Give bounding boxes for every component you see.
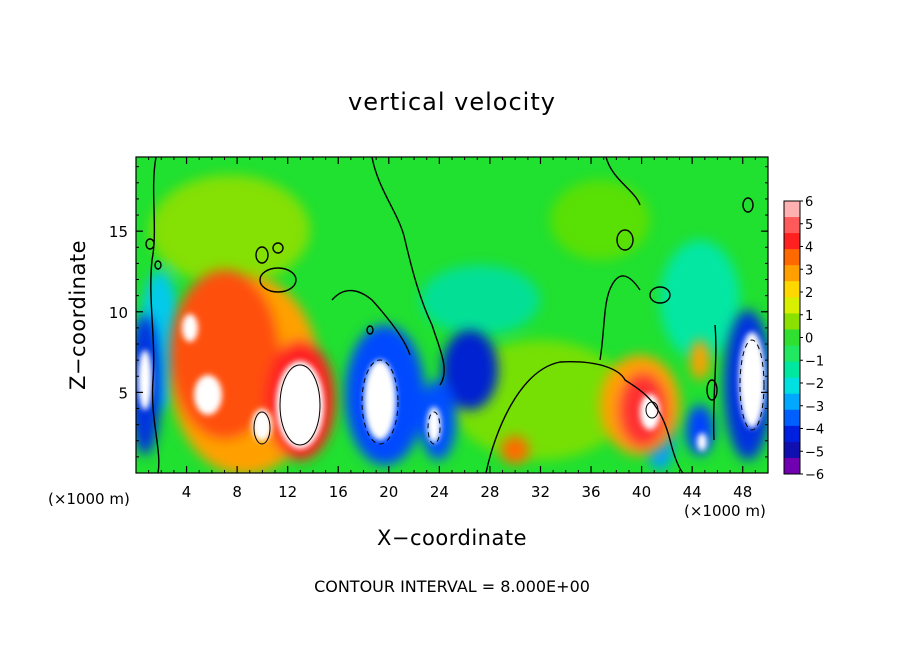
colorbar-label: −6 xyxy=(805,468,824,483)
x-tick-label: 8 xyxy=(232,483,242,501)
x-unit-label-left: (×1000 m) xyxy=(48,490,130,508)
x-tick-label: 16 xyxy=(329,483,348,501)
colorbar-swatch xyxy=(784,425,800,443)
x-tick-label: 12 xyxy=(278,483,297,501)
colorbar-label: −2 xyxy=(805,377,824,392)
positive-contour xyxy=(645,401,659,419)
x-tick-label: 44 xyxy=(683,483,702,501)
colorbar-swatch xyxy=(784,217,800,234)
colorbar-swatch xyxy=(784,457,800,475)
colorbar-swatch xyxy=(784,409,800,427)
colorbar-label: 5 xyxy=(805,218,813,233)
x-tick-label: 48 xyxy=(733,483,752,501)
colorbar-label: −4 xyxy=(805,423,824,438)
x-tick-label: 40 xyxy=(632,483,651,501)
colorbar-label: 2 xyxy=(805,286,813,301)
colorbar-swatch xyxy=(784,265,800,282)
x-tick-label: 4 xyxy=(182,483,192,501)
x-tick-label: 28 xyxy=(480,483,499,501)
x-tick-label: 32 xyxy=(531,483,550,501)
positive-contour xyxy=(279,364,321,446)
x-unit-label-right: (×1000 m) xyxy=(684,502,766,520)
colorbar-swatch xyxy=(784,345,800,363)
colorbar-label: −3 xyxy=(805,400,824,415)
x-axis-label: X−coordinate xyxy=(377,526,527,550)
positive-contour xyxy=(253,411,271,445)
colorbar-swatch xyxy=(784,361,800,379)
chart-title: vertical velocity xyxy=(348,88,556,116)
y-tick-label: 15 xyxy=(109,223,128,241)
negative-contour xyxy=(361,359,399,445)
colorbar-swatch xyxy=(784,281,800,298)
colorbar-swatch xyxy=(784,441,800,459)
colorbar-label: −1 xyxy=(805,354,824,369)
colorbar-swatch xyxy=(784,393,800,411)
colorbar-label: 3 xyxy=(805,263,813,278)
x-tick-label: 24 xyxy=(430,483,449,501)
contour-lines xyxy=(145,157,754,473)
y-axis-label: Z−coordinate xyxy=(66,240,90,390)
colorbar-label: −5 xyxy=(805,445,824,460)
colorbar-swatch xyxy=(784,201,800,218)
colorbar-swatch xyxy=(784,329,800,347)
negative-contour xyxy=(427,411,441,445)
colorbar-swatch xyxy=(784,377,800,395)
y-tick-label: 5 xyxy=(118,384,128,402)
colorbar-swatch xyxy=(784,297,800,314)
colorbar-label: 0 xyxy=(805,332,813,347)
x-tick-label: 36 xyxy=(581,483,600,501)
y-tick-label: 10 xyxy=(109,304,128,322)
colorbar-swatch xyxy=(784,233,800,250)
colorbar-swatch xyxy=(784,313,800,330)
contour-interval-note: CONTOUR INTERVAL = 8.000E+00 xyxy=(314,577,590,596)
colorbar-label: 4 xyxy=(805,241,813,256)
velocity-field xyxy=(136,157,768,473)
colorbar-swatch xyxy=(784,249,800,266)
colorbar-label: 6 xyxy=(805,195,813,210)
colorbar-label: 1 xyxy=(805,309,813,324)
negative-contour xyxy=(739,339,765,431)
x-tick-label: 20 xyxy=(379,483,398,501)
